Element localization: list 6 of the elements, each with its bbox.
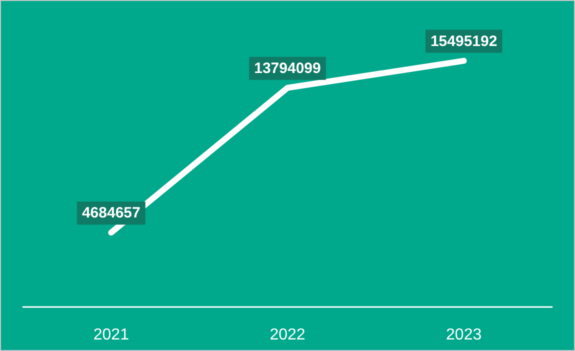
data-label: 13794099: [254, 60, 321, 77]
x-tick-label: 2023: [446, 326, 482, 344]
x-tick-label: 2021: [93, 326, 130, 344]
data-label: 15495192: [430, 32, 498, 50]
x-tick-label: 2022: [270, 326, 306, 344]
data-label: 4684657: [82, 204, 140, 222]
